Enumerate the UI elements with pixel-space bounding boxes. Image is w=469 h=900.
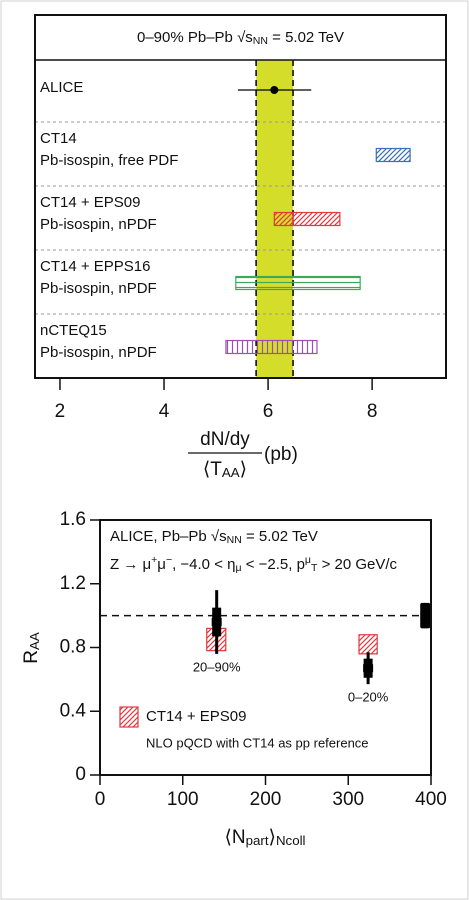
text-part: > 20 GeV/c bbox=[317, 556, 397, 573]
row-label: Pb-isospin, nPDF bbox=[40, 216, 157, 233]
row-label: CT14 bbox=[40, 130, 77, 147]
x-tick-label: 200 bbox=[250, 789, 282, 810]
text-part: = 5.02 TeV bbox=[242, 528, 318, 545]
text-part: μ bbox=[305, 554, 311, 566]
text-part: AA bbox=[27, 632, 42, 650]
x-tick-label: 400 bbox=[415, 789, 447, 810]
y-tick-label: 1.2 bbox=[60, 573, 86, 594]
annotation: ALICE, Pb–Pb √sNN = 5.02 TeV bbox=[110, 528, 318, 546]
text-part: μ bbox=[157, 556, 166, 573]
text-part: Z → μ bbox=[110, 556, 151, 573]
point-label: 20–90% bbox=[193, 659, 241, 674]
prediction-box bbox=[273, 211, 341, 227]
note: NLO pQCD with CT14 as pp reference bbox=[146, 735, 369, 750]
point-label: 0–20% bbox=[348, 690, 389, 705]
text-part: , −4.0 < η bbox=[172, 556, 235, 573]
row-label: CT14 + EPPS16 bbox=[40, 258, 150, 275]
y-tick-label: 0 bbox=[75, 764, 86, 785]
row-label: Pb-isospin, nPDF bbox=[40, 344, 157, 361]
model-box bbox=[358, 634, 378, 655]
annotation: Z → μ+μ−, −4.0 < ημ < −2.5, pμT > 20 GeV… bbox=[110, 554, 398, 574]
text-part: = 5.02 TeV bbox=[268, 29, 344, 46]
x-tick-label: 100 bbox=[167, 789, 199, 810]
plot-frame bbox=[99, 519, 432, 776]
data-point bbox=[363, 664, 374, 673]
x-tick-label: 4 bbox=[159, 401, 170, 422]
text-part: AA bbox=[222, 465, 240, 480]
x-tick-label: 8 bbox=[367, 401, 378, 422]
row-label: ALICE bbox=[40, 79, 83, 96]
prediction-box bbox=[235, 275, 361, 291]
text-part: 0–90% Pb–Pb √s bbox=[137, 29, 253, 46]
text-part: T bbox=[311, 562, 318, 574]
row-label: Pb-isospin, nPDF bbox=[40, 280, 157, 297]
text-part: R bbox=[21, 650, 42, 664]
x-label-unit: (pb) bbox=[264, 444, 298, 465]
text-part: ⟨N bbox=[224, 827, 245, 848]
x-tick-label: 2 bbox=[55, 401, 66, 422]
x-label-denominator: ⟨TAA⟩ bbox=[203, 459, 247, 480]
text-part: ⟨T bbox=[203, 459, 222, 480]
text-part: ⟩ bbox=[240, 459, 247, 480]
plot-frame bbox=[34, 14, 447, 379]
text-part: part bbox=[246, 833, 269, 848]
text-part: + bbox=[151, 554, 157, 566]
data-point bbox=[211, 618, 222, 626]
y-axis-label: RAA bbox=[21, 632, 42, 664]
row-label: Pb-isospin, free PDF bbox=[40, 152, 178, 169]
prediction-box bbox=[375, 147, 411, 163]
x-tick-label: 300 bbox=[332, 789, 364, 810]
row-label: CT14 + EPS09 bbox=[40, 194, 140, 211]
text-part: μ bbox=[235, 562, 241, 574]
text-part: < −2.5, p bbox=[242, 556, 305, 573]
x-tick-label: 6 bbox=[263, 401, 274, 422]
chart-title: 0–90% Pb–Pb √sNN = 5.02 TeV bbox=[137, 29, 344, 47]
y-tick-label: 0.4 bbox=[60, 700, 87, 721]
text-part: NN bbox=[253, 35, 268, 47]
legend-label: CT14 + EPS09 bbox=[146, 708, 246, 725]
text-part: ⟩ bbox=[269, 827, 276, 848]
data-point bbox=[270, 86, 279, 94]
text-part: Ncoll bbox=[276, 833, 306, 848]
x-tick-label: 0 bbox=[95, 789, 106, 810]
prediction-box bbox=[225, 339, 318, 355]
normalization-box bbox=[420, 602, 431, 629]
text-part: ALICE, Pb–Pb √s bbox=[110, 528, 227, 545]
x-label-numerator: dN/dy bbox=[200, 429, 250, 450]
y-tick-label: 1.6 bbox=[60, 509, 86, 530]
text-part: − bbox=[166, 554, 172, 566]
text-part: NN bbox=[227, 534, 242, 546]
legend-swatch bbox=[119, 706, 139, 728]
y-tick-label: 0.8 bbox=[60, 637, 86, 658]
x-axis-label: ⟨Npart⟩Ncoll bbox=[224, 827, 305, 848]
row-label: nCTEQ15 bbox=[40, 322, 107, 339]
